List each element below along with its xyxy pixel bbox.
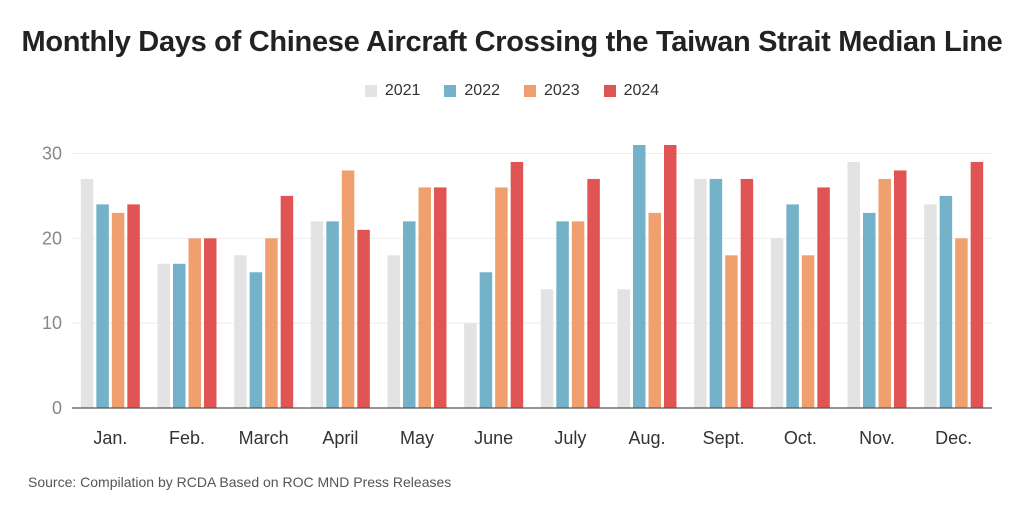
- bar: [648, 212, 661, 408]
- bar: [786, 204, 799, 408]
- x-category-label: Dec.: [935, 428, 972, 448]
- x-category-label: Nov.: [859, 428, 895, 448]
- x-category-label: Oct.: [784, 428, 817, 448]
- bar: [111, 212, 125, 408]
- y-tick-label: 0: [52, 398, 62, 418]
- bar: [188, 238, 201, 408]
- bar: [310, 221, 324, 408]
- legend-swatch-2021: [364, 85, 377, 97]
- bar: [556, 221, 569, 408]
- bar: [96, 204, 109, 408]
- bar: [817, 187, 830, 408]
- bar: [280, 195, 294, 408]
- x-category-label: Sept.: [703, 428, 745, 448]
- legend-item-2021: 2021: [364, 82, 421, 100]
- legend-swatch-2022: [444, 85, 457, 97]
- bar: [403, 221, 416, 408]
- chart-legend: 2021 2022 2023 2024: [0, 82, 1024, 100]
- y-tick-label: 20: [42, 228, 62, 248]
- bar: [326, 221, 339, 408]
- legend-label-2024: 2024: [623, 82, 660, 99]
- y-tick-label: 30: [42, 143, 62, 163]
- x-category-label: Jan.: [93, 428, 127, 448]
- legend-label-2022: 2022: [464, 82, 500, 99]
- bar: [725, 255, 738, 408]
- bar: [341, 170, 355, 408]
- x-category-label: April: [322, 428, 358, 448]
- bar: [510, 161, 524, 408]
- x-category-label: March: [239, 428, 289, 448]
- bar: [479, 272, 493, 408]
- bar: [924, 204, 937, 408]
- x-category-label: May: [400, 428, 434, 448]
- bar: [617, 289, 630, 408]
- bar: [80, 178, 94, 408]
- bar: [234, 255, 247, 408]
- bar: [157, 263, 170, 408]
- source-note: Source: Compilation by RCDA Based on ROC…: [28, 474, 452, 490]
- bar: [863, 212, 876, 408]
- legend-item-2023: 2023: [524, 82, 580, 100]
- bar-chart: 0 10 20 30 Jan. Feb. March April May June July Aug.…: [42, 143, 992, 448]
- chart-title: Monthly Days of Chinese Aircraft Crossin…: [21, 26, 1003, 58]
- x-category-label: June: [474, 428, 513, 448]
- bar: [633, 145, 646, 408]
- bar: [434, 187, 447, 408]
- bar: [495, 187, 508, 408]
- bar: [955, 238, 968, 408]
- bar: [801, 255, 815, 408]
- y-tick-label: 10: [42, 313, 62, 333]
- legend-item-2022: 2022: [444, 82, 500, 100]
- bar: [464, 323, 477, 408]
- bar: [740, 178, 754, 408]
- bar: [127, 204, 140, 408]
- bar: [587, 178, 600, 408]
- bar: [204, 238, 217, 408]
- bar: [357, 229, 370, 408]
- bar: [265, 238, 278, 408]
- bar: [249, 272, 263, 408]
- bar: [970, 161, 984, 408]
- legend-swatch-2024: [603, 85, 616, 97]
- bar: [847, 161, 860, 408]
- bar: [418, 187, 431, 408]
- bar: [571, 221, 585, 408]
- bar: [694, 178, 707, 408]
- bar: [387, 255, 400, 408]
- bar: [939, 195, 953, 408]
- x-category-label: Aug.: [628, 428, 665, 448]
- x-category-label: Feb.: [169, 428, 205, 448]
- bar: [770, 238, 784, 408]
- bar: [709, 178, 723, 408]
- legend-label-2021: 2021: [384, 82, 421, 99]
- bar: [878, 178, 891, 408]
- x-category-label: July: [554, 428, 586, 448]
- legend-swatch-2023: [524, 85, 536, 97]
- legend-label-2023: 2023: [544, 82, 580, 99]
- bar: [173, 263, 186, 408]
- bar: [540, 289, 554, 408]
- bar: [894, 170, 907, 408]
- bar: [664, 145, 677, 408]
- legend-item-2024: 2024: [603, 82, 660, 100]
